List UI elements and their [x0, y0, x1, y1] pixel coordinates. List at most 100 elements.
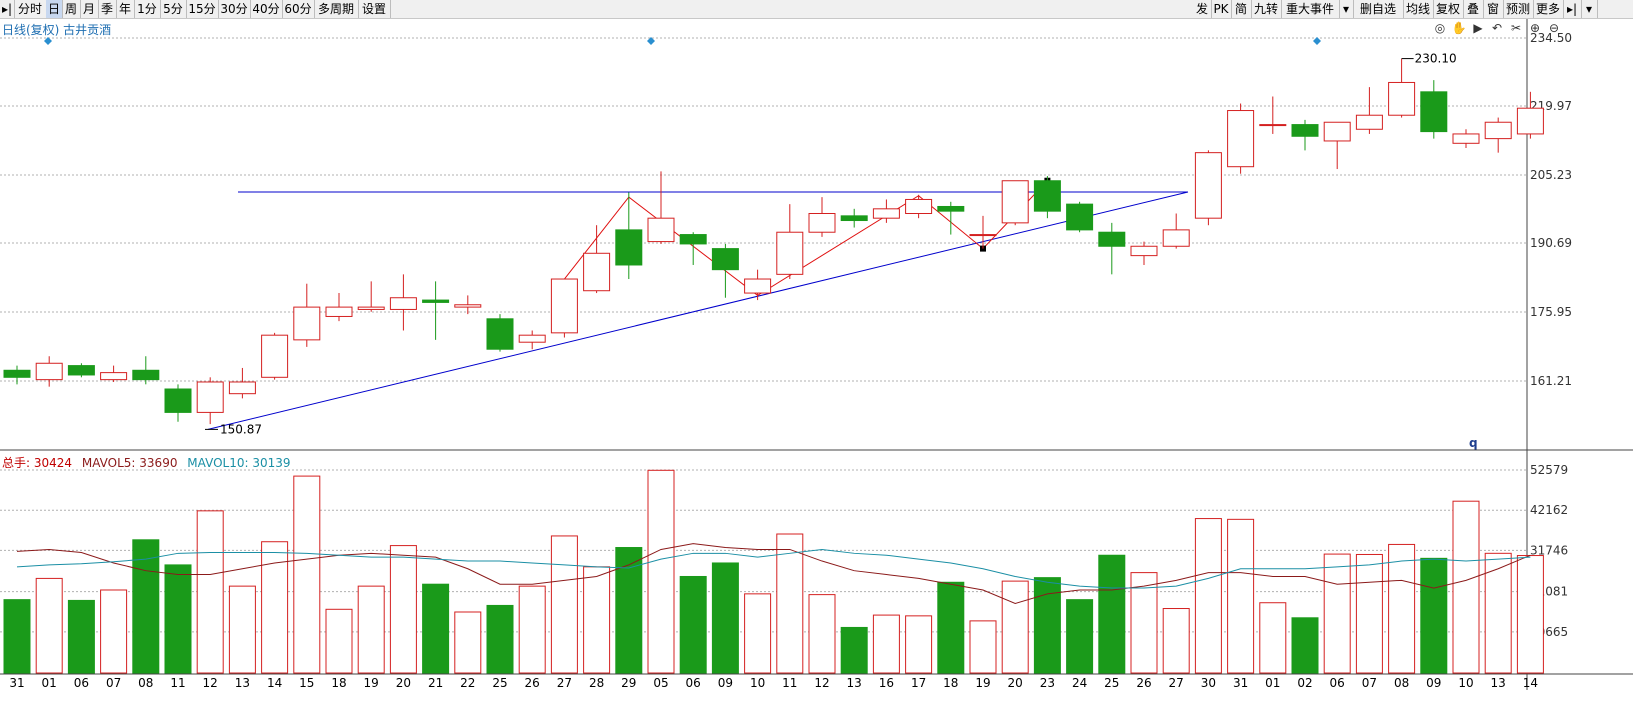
x-tick-label: 09 — [718, 676, 733, 690]
step-right-icon[interactable]: ▸| — [1563, 0, 1582, 18]
volume-bar — [293, 475, 321, 674]
x-tick-label: 08 — [138, 676, 153, 690]
candle-body — [550, 278, 578, 334]
tab-15min[interactable]: 15分 — [186, 0, 219, 18]
x-tick-label: 19 — [975, 676, 990, 690]
forecast-button[interactable]: 预测 — [1503, 0, 1534, 18]
volume-bar — [196, 510, 224, 674]
candle-body — [1227, 110, 1255, 168]
step-icon[interactable]: ▸| — [0, 0, 15, 18]
x-tick-label: 13 — [847, 676, 862, 690]
moving-average-button[interactable]: 均线 — [1403, 0, 1434, 18]
settings-button[interactable]: 设置 — [358, 0, 391, 18]
volume-bar — [1452, 500, 1480, 674]
volume-bar — [1291, 617, 1319, 674]
pk-button[interactable]: PK — [1211, 0, 1232, 18]
volume-bar — [1484, 552, 1512, 674]
zoom-out-icon[interactable]: ⊖ — [1548, 21, 1560, 35]
x-tick-label: 31 — [1233, 676, 1248, 690]
window-button[interactable]: 窗 — [1483, 0, 1504, 18]
tab-day[interactable]: 日 — [46, 0, 63, 18]
candle-body — [937, 205, 965, 212]
tab-30min[interactable]: 30分 — [218, 0, 251, 18]
x-tick-label: 01 — [42, 676, 57, 690]
menu-dropdown-icon[interactable]: ▾ — [1581, 0, 1598, 18]
volume-bar — [261, 541, 289, 674]
tab-year[interactable]: 年 — [116, 0, 135, 18]
chart-area[interactable]: 234.50219.97205.23190.69175.95161.215257… — [0, 19, 1633, 690]
volume-bar — [1388, 543, 1416, 674]
volume-bar — [1194, 518, 1222, 674]
candle-body — [1098, 231, 1126, 247]
candle-body — [196, 381, 224, 413]
volume-bar — [1420, 557, 1448, 674]
zoom-in-icon[interactable]: ⊕ — [1529, 21, 1541, 35]
x-tick-label: 29 — [621, 676, 636, 690]
tab-month[interactable]: 月 — [80, 0, 99, 18]
x-tick-label: 18 — [943, 676, 958, 690]
simple-button[interactable]: 简 — [1231, 0, 1252, 18]
tab-40min[interactable]: 40分 — [250, 0, 283, 18]
volume-tick-label: 52579 — [1530, 463, 1568, 477]
x-tick-label: 25 — [492, 676, 507, 690]
volume-tick-label: 31746 — [1530, 543, 1568, 557]
tab-intraday[interactable]: 分时 — [14, 0, 47, 18]
x-tick-label: 23 — [1040, 676, 1055, 690]
volume-bar — [1162, 608, 1190, 674]
volume-bar — [776, 533, 804, 674]
x-tick-label: 12 — [814, 676, 829, 690]
x-tick-label: 19 — [364, 676, 379, 690]
x-tick-label: 22 — [460, 676, 475, 690]
nine-turn-button[interactable]: 九转 — [1251, 0, 1282, 18]
x-tick-label: 20 — [396, 676, 411, 690]
candle-body — [67, 365, 95, 376]
volume-bar — [67, 599, 95, 674]
candle-body — [293, 306, 321, 341]
candle-body — [1066, 203, 1094, 231]
x-tick-label: 13 — [235, 676, 250, 690]
x-tick-label: 27 — [557, 676, 572, 690]
play-icon[interactable]: ▶ — [1473, 21, 1483, 35]
remove-watchlist-button[interactable]: 删自选 — [1353, 0, 1404, 18]
zigzag-line — [564, 180, 1048, 297]
x-tick-label: 10 — [750, 676, 765, 690]
tab-1min[interactable]: 1分 — [134, 0, 161, 18]
x-tick-label: 27 — [1169, 676, 1184, 690]
x-tick-label: 28 — [589, 676, 604, 690]
candle-body — [3, 369, 31, 378]
candle-body — [776, 231, 804, 275]
volume-bar — [872, 614, 900, 674]
undo-icon[interactable]: ↶ — [1491, 21, 1503, 35]
candle-body — [1420, 91, 1448, 133]
price-tick-label: 205.23 — [1530, 168, 1572, 182]
x-tick-label: 06 — [686, 676, 701, 690]
candle-body — [132, 369, 160, 381]
major-events-button[interactable]: 重大事件 — [1281, 0, 1340, 18]
candle-body — [325, 306, 353, 317]
eye-icon[interactable]: ◎ — [1434, 21, 1446, 35]
x-tick-label: 01 — [1265, 676, 1280, 690]
candle-body — [1259, 124, 1287, 127]
candle-body — [1323, 121, 1351, 142]
volume-tick-label: 42162 — [1530, 503, 1568, 517]
hand-icon[interactable]: ✋ — [1451, 21, 1467, 35]
x-tick-label: 20 — [1008, 676, 1023, 690]
scissors-icon[interactable]: ✂ — [1510, 21, 1522, 35]
publish-button[interactable]: 发 — [1193, 0, 1212, 18]
x-tick-label: 14 — [1523, 676, 1538, 690]
x-tick-label: 30 — [1201, 676, 1216, 690]
more-button[interactable]: 更多 — [1533, 0, 1564, 18]
tab-60min[interactable]: 60分 — [282, 0, 315, 18]
dropdown-icon[interactable]: ▾ — [1339, 0, 1354, 18]
tab-multi-period[interactable]: 多周期 — [314, 0, 359, 18]
candle-body — [615, 229, 643, 266]
adjust-button[interactable]: 复权 — [1433, 0, 1464, 18]
support-trendline — [207, 191, 1189, 430]
tab-5min[interactable]: 5分 — [160, 0, 187, 18]
volume-bar — [1323, 553, 1351, 674]
mavol5-label: MAVOL5: 33690 — [81, 456, 178, 470]
tab-quarter[interactable]: 季 — [98, 0, 117, 18]
volume-bar — [1516, 555, 1544, 674]
tab-week[interactable]: 周 — [62, 0, 81, 18]
overlay-button[interactable]: 叠 — [1463, 0, 1484, 18]
